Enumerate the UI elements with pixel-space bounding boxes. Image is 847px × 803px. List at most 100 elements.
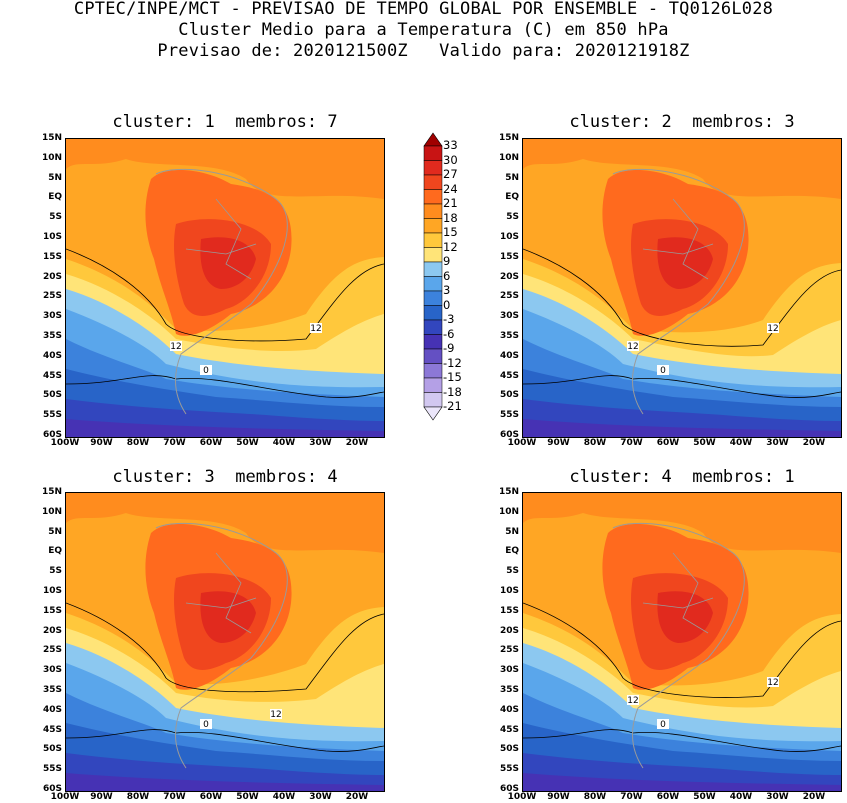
colorbar bbox=[423, 132, 443, 421]
colorbar-level-label: 18 bbox=[443, 210, 458, 225]
lat-tick-label: 20S bbox=[499, 625, 519, 636]
contour-label-12: 12 bbox=[270, 709, 282, 720]
lon-tick-label: 30W bbox=[309, 792, 332, 802]
borders bbox=[642, 552, 714, 634]
lat-tick-label: 35S bbox=[42, 685, 62, 695]
lat-tick-label: 40S bbox=[499, 350, 519, 361]
colorbar-level-label: -12 bbox=[443, 355, 462, 370]
svg-text:12: 12 bbox=[270, 710, 281, 720]
colorbar-segment bbox=[423, 319, 443, 335]
coastline bbox=[155, 168, 288, 415]
lon-tick-label: 70W bbox=[620, 792, 643, 802]
lat-tick-label: 10N bbox=[498, 506, 519, 517]
figure-title-line-2: Cluster Medio para a Temperatura (C) em … bbox=[178, 20, 669, 40]
colorbar-segment bbox=[423, 174, 443, 190]
lon-tick-label: 30W bbox=[309, 438, 332, 448]
colorbar-segment bbox=[423, 160, 443, 176]
lat-tick-label: 20S bbox=[499, 271, 519, 282]
colorbar-lower-arrow bbox=[423, 406, 443, 421]
contour-label-12: 12 bbox=[310, 323, 322, 334]
lon-tick-label: 20W bbox=[802, 438, 826, 448]
lat-tick-label: 40S bbox=[42, 704, 62, 715]
lat-tick-label: 60S bbox=[499, 430, 519, 440]
borders bbox=[185, 198, 257, 280]
contour-label-12: 12 bbox=[627, 695, 639, 706]
panel-1-title: cluster: 1 membros: 7 bbox=[112, 112, 338, 132]
lat-tick-label: EQ bbox=[505, 192, 519, 203]
lat-tick-label: 5S bbox=[49, 566, 62, 577]
lon-tick-label: 80W bbox=[583, 792, 607, 802]
lat-tick-label: 35S bbox=[499, 685, 519, 695]
lat-tick-label: 5N bbox=[505, 172, 519, 183]
figure-title-line-1: CPTEC/INPE/MCT - PREVISAO DE TEMPO GLOBA… bbox=[73, 0, 774, 19]
lat-tick-label: 25S bbox=[42, 645, 62, 656]
lat-tick-label: 60S bbox=[42, 430, 62, 440]
lat-tick-label: 50S bbox=[42, 744, 62, 755]
colorbar-segment bbox=[423, 392, 443, 408]
panel-4-title: cluster: 4 membros: 1 bbox=[569, 467, 795, 487]
borders bbox=[642, 198, 714, 280]
svg-text:12: 12 bbox=[767, 678, 778, 688]
lat-tick-label: 40S bbox=[42, 350, 62, 361]
coastline bbox=[612, 168, 745, 415]
colorbar-level-label: -15 bbox=[443, 370, 462, 384]
svg-text:12: 12 bbox=[170, 342, 181, 352]
lon-tick-label: 90W bbox=[547, 792, 570, 802]
lon-tick-label: 70W bbox=[163, 438, 186, 448]
colorbar-segment bbox=[423, 377, 443, 393]
contour-0 bbox=[523, 375, 841, 398]
svg-text:12: 12 bbox=[767, 324, 778, 334]
contour-12 bbox=[66, 602, 384, 693]
lat-tick-label: 55S bbox=[42, 410, 62, 421]
lat-tick-label: 15S bbox=[499, 251, 519, 262]
colorbar-segment bbox=[423, 334, 443, 350]
lat-tick-label: 45S bbox=[499, 724, 519, 735]
panel-4-field: 12 12 0 bbox=[523, 493, 841, 791]
svg-text:0: 0 bbox=[203, 366, 209, 376]
lat-tick-label: 10S bbox=[42, 232, 62, 242]
colorbar-segment bbox=[423, 232, 443, 248]
band-18-21 bbox=[523, 139, 841, 199]
svg-text:0: 0 bbox=[660, 720, 666, 730]
lon-tick-label: 90W bbox=[90, 438, 113, 448]
lat-tick-label: 15N bbox=[498, 133, 519, 143]
contour-label-0: 0 bbox=[657, 719, 669, 730]
svg-text:12: 12 bbox=[627, 342, 638, 352]
colorbar-level-label: -6 bbox=[443, 326, 455, 341]
contour-label-12: 12 bbox=[767, 323, 779, 334]
figure-title-line-3: Previsao de: 2020121500Z Valido para: 20… bbox=[157, 41, 690, 61]
svg-text:0: 0 bbox=[660, 366, 666, 376]
lon-tick-label: 60W bbox=[656, 438, 680, 448]
lon-tick-label: 70W bbox=[620, 438, 643, 448]
coastline bbox=[155, 522, 288, 769]
band-18-21 bbox=[66, 139, 384, 199]
colorbar-segment bbox=[423, 290, 443, 306]
colorbar-segment bbox=[423, 276, 443, 292]
band-minus9-minus6 bbox=[66, 773, 384, 791]
lat-tick-label: 15N bbox=[41, 487, 62, 497]
colorbar-level-label: 33 bbox=[443, 138, 458, 152]
colorbar-segment bbox=[423, 363, 443, 379]
lon-tick-label: 100W bbox=[50, 438, 80, 448]
continent-27-30 bbox=[200, 591, 256, 643]
colorbar-level-label: 24 bbox=[443, 181, 458, 196]
borders bbox=[185, 552, 257, 634]
colorbar-segment bbox=[423, 305, 443, 321]
colorbar-level-label: 3 bbox=[443, 283, 451, 297]
lat-tick-label: 5S bbox=[506, 212, 519, 223]
colorbar-segment bbox=[423, 247, 443, 263]
contour-12 bbox=[523, 248, 841, 347]
colorbar-level-label: -18 bbox=[443, 384, 462, 399]
coastline bbox=[612, 522, 745, 769]
lat-tick-label: 10S bbox=[499, 232, 519, 242]
colorbar-level-label: -3 bbox=[443, 312, 455, 326]
panel-3-title: cluster: 3 membros: 4 bbox=[112, 467, 338, 487]
svg-text:12: 12 bbox=[310, 324, 321, 334]
lon-tick-label: 100W bbox=[507, 792, 537, 802]
lon-tick-label: 80W bbox=[583, 438, 607, 448]
colorbar-level-label: 30 bbox=[443, 152, 458, 167]
lon-tick-label: 30W bbox=[766, 438, 789, 448]
lon-tick-label: 40W bbox=[272, 438, 296, 448]
colorbar-segment bbox=[423, 218, 443, 234]
contour-12 bbox=[66, 248, 384, 342]
